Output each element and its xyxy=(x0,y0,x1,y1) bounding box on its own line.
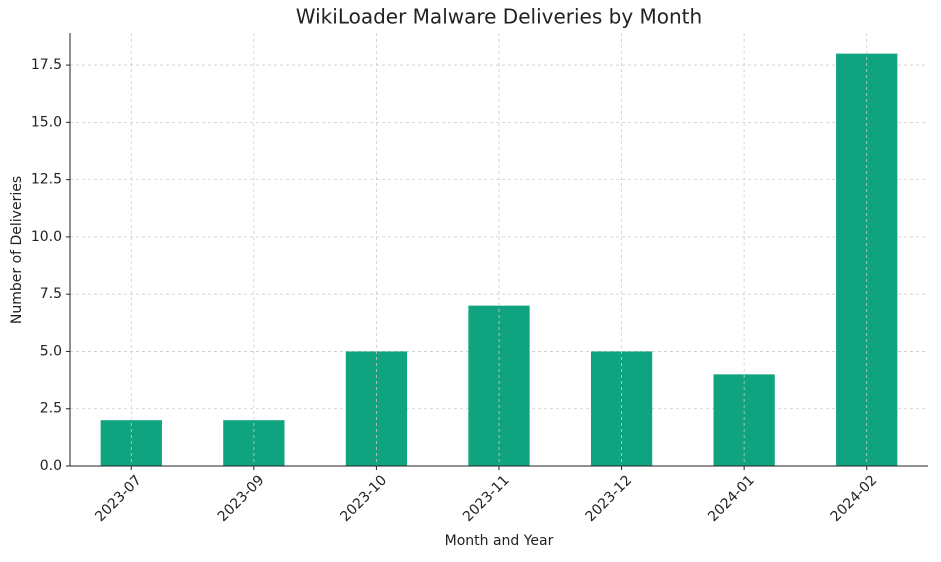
x-axis-label: Month and Year xyxy=(445,533,554,549)
x-tick-label: 2023-12 xyxy=(583,472,636,525)
x-tick-label: 2023-09 xyxy=(215,472,268,525)
bar xyxy=(836,53,898,466)
bar xyxy=(468,305,530,466)
x-tick-label: 2024-01 xyxy=(705,472,758,525)
x-tick-label: 2023-07 xyxy=(92,472,145,525)
x-tick-label: 2024-02 xyxy=(828,472,881,525)
y-axis-label: Number of Deliveries xyxy=(9,176,25,324)
y-tick-label: 2.5 xyxy=(40,401,62,417)
x-tick-label: 2023-11 xyxy=(460,472,513,525)
y-tick-label: 15.0 xyxy=(31,114,62,130)
y-tick-label: 17.5 xyxy=(31,57,62,73)
x-tick-label: 2023-10 xyxy=(337,472,390,525)
chart-title: WikiLoader Malware Deliveries by Month xyxy=(296,5,702,29)
y-tick-label: 7.5 xyxy=(40,286,62,302)
y-tick-label: 12.5 xyxy=(31,172,62,188)
y-tick-label: 0.0 xyxy=(40,458,62,474)
y-tick-label: 10.0 xyxy=(31,229,62,245)
y-tick-label: 5.0 xyxy=(40,343,62,359)
